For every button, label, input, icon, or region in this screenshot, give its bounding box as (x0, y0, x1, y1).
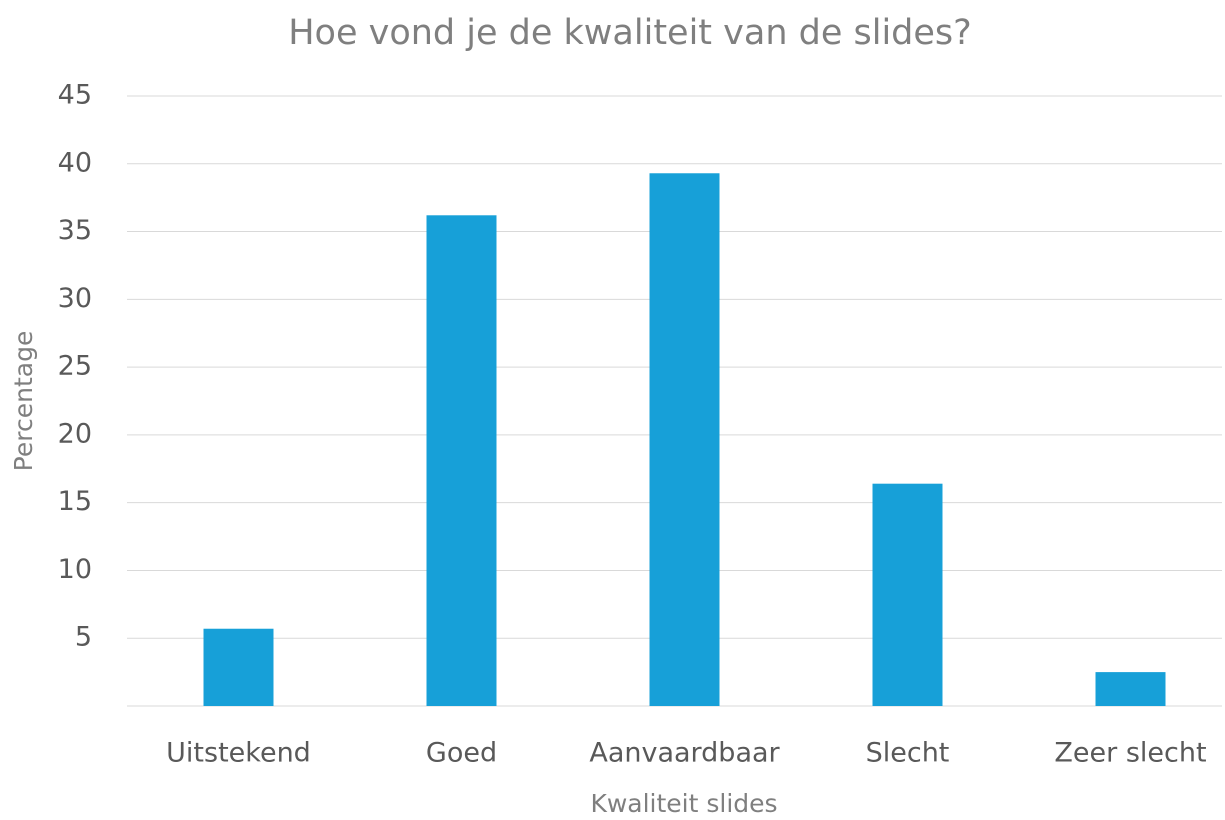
y-tick-label: 15 (58, 486, 92, 517)
bar (203, 628, 274, 706)
x-tick-label: Uitstekend (166, 738, 311, 769)
bar (426, 215, 497, 707)
y-tick-label: 40 (58, 147, 92, 178)
x-tick-label: Zeer slecht (1054, 738, 1206, 769)
y-tick-label: 45 (58, 80, 92, 111)
bar (872, 483, 943, 706)
x-axis-title: Kwaliteit slides (590, 789, 777, 818)
y-axis-title: Percentage (9, 331, 38, 472)
y-tick-label: 25 (58, 351, 92, 382)
y-tick-label: 5 (75, 622, 92, 653)
bar (649, 173, 720, 706)
y-tick-label: 35 (58, 215, 92, 246)
y-tick-label: 20 (58, 418, 92, 449)
y-tick-label: 30 (58, 283, 92, 314)
bar (1095, 672, 1166, 706)
x-tick-label: Slecht (866, 738, 950, 769)
x-tick-label: Goed (426, 738, 497, 769)
y-tick-label: 10 (58, 554, 92, 585)
chart-title: Hoe vond je de kwaliteit van de slides? (288, 13, 972, 53)
x-tick-label: Aanvaardbaar (589, 738, 780, 769)
